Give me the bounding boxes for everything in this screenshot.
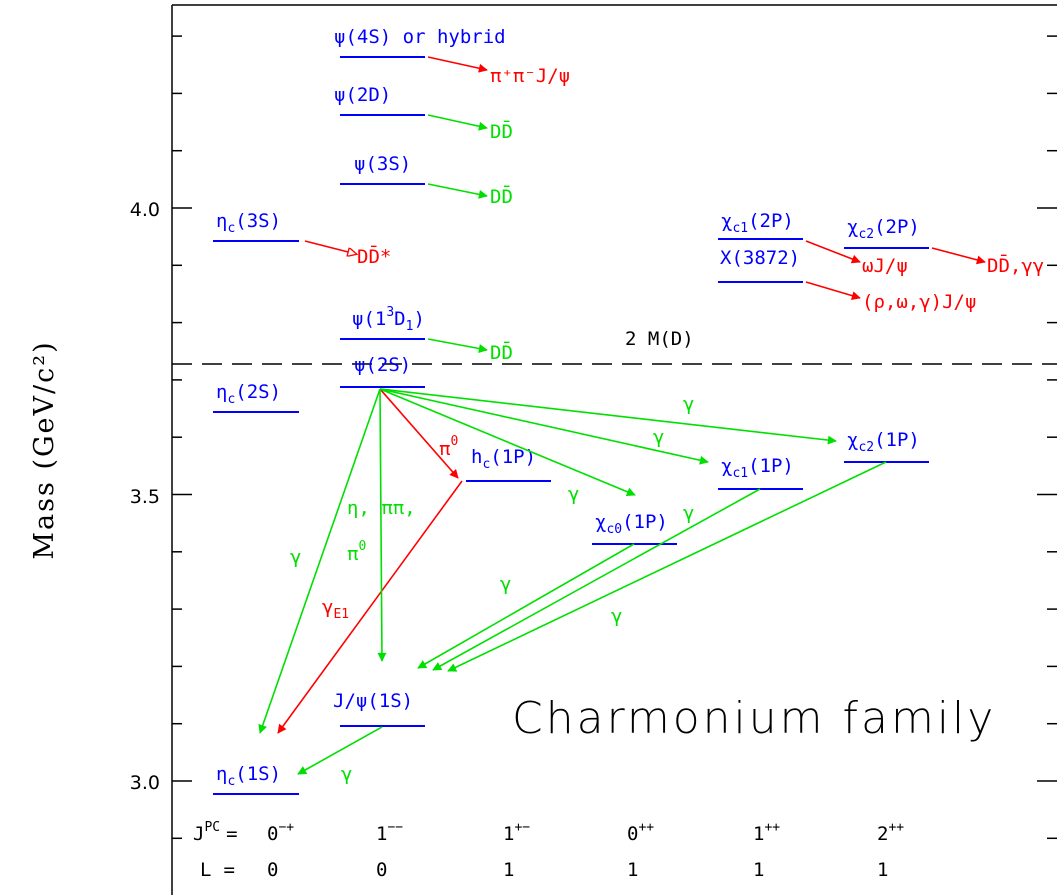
l-col-0: 0 [267, 859, 278, 881]
gamma-label-8: γ [341, 763, 352, 785]
state-label-chic2-2P: χc2(2P) [847, 216, 920, 242]
l-col-5: 1 [877, 859, 888, 881]
state-label-psi2D: ψ(2D) [334, 84, 391, 106]
decay-label-psi4S: π⁺π⁻J/ψ [490, 65, 570, 87]
transition-labels: γ η, ππ, π0 π0 γE1 γ γ γ γ γ γ γ [290, 393, 694, 785]
state-label-etac1S: ηc(1S) [216, 763, 281, 789]
arrow-psi2S-to-hc [379, 388, 459, 479]
state-label-chic2: χc2(1P) [847, 429, 920, 455]
decay-label-psi3S: DD̄ [490, 184, 513, 208]
threshold-label: 2 M(D) [625, 328, 694, 350]
decay-label-etac3S: DD̄* [357, 244, 391, 268]
l-col-3: 1 [627, 859, 638, 881]
state-label-hc: hc(1P) [471, 446, 536, 472]
y-axis-label: Mass (GeV/c²) [29, 340, 60, 559]
jpc-col-4: 1++ [753, 820, 780, 845]
diagram-title: Charmonium family [512, 693, 996, 744]
ytick-label-3.0: 3.0 [130, 772, 160, 794]
gammaE1-label: γE1 [322, 596, 349, 622]
jpc-row-label: JPC = [193, 820, 238, 845]
gamma-label-7: γ [611, 605, 622, 627]
arrow-x3872-omega [805, 240, 861, 264]
decay-label-psi2D: DD̄ [490, 119, 513, 143]
state-label-etac2S: ηc(2S) [216, 381, 281, 407]
arrow-psi2S-to-chic0 [379, 388, 636, 497]
arrow-chic2-to-jpsi [447, 461, 887, 672]
arrow-hc-to-etac1S [277, 480, 463, 734]
gamma-label-2: γ [568, 483, 579, 505]
jpc-col-2: 1+− [503, 820, 530, 845]
ytick-label-4.0: 4.0 [130, 199, 160, 221]
state-label-psi1D: ψ(13D1) [352, 305, 425, 334]
state-label-etac3S: ηc(3S) [216, 210, 281, 236]
gamma-label-5: γ [683, 502, 694, 524]
y-axis-ticks-left [172, 35, 192, 840]
arrow-jpsi-to-etac1S [297, 726, 383, 775]
jpc-col-1: 1−− [376, 820, 403, 845]
eta-pipi-label: η, ππ, [347, 497, 416, 519]
gamma-label-1: γ [290, 546, 301, 568]
arrow-psi2S-to-chic1 [379, 388, 709, 465]
jpc-col-3: 0++ [627, 820, 654, 845]
decay-label-x3872-omega: ωJ/ψ [862, 255, 908, 277]
arrow-chic1-to-jpsi [432, 488, 761, 671]
decay-labels: π⁺π⁻J/ψ DD̄ DD̄ DD̄ DD̄* ωJ/ψ (ρ,ω,γ)J/ψ… [357, 65, 1044, 364]
decay-arrows [304, 56, 986, 353]
energy-levels [213, 56, 929, 795]
state-label-chic0: χc0(1P) [595, 511, 668, 537]
l-row-label: L = [200, 859, 235, 881]
arrow-psi1D-decay [427, 338, 488, 353]
decay-label-psi1D: DD̄ [490, 340, 513, 364]
l-col-2: 1 [503, 859, 514, 881]
transition-arrows [258, 388, 887, 775]
quantum-number-rows: JPC = L = 0−+ 1−− 1+− 0++ 1++ 2++ 0 0 1 1 … [193, 820, 904, 881]
arrow-psi4S-decay [427, 56, 488, 73]
state-labels: ηc(1S) ηc(2S) ηc(3S) J/ψ(1S) ψ(2S) ψ(13D… [216, 26, 920, 789]
arrow-chic0-to-jpsi [417, 543, 635, 669]
jpc-col-5: 2++ [877, 820, 904, 845]
arrow-etac3S-decay [304, 240, 356, 254]
gamma-label-4: γ [683, 393, 694, 415]
gamma-label-6: γ [500, 573, 511, 595]
state-label-psi3S: ψ(3S) [354, 153, 411, 175]
state-label-chic1-2P: χc1(2P) [721, 210, 794, 236]
decay-label-x3872-rho: (ρ,ω,γ)J/ψ [862, 291, 976, 313]
state-label-x3872: X(3872) [720, 247, 800, 269]
pi0-green-label: π0 [347, 539, 366, 565]
arrow-chic2-2P-decay [931, 247, 986, 265]
gamma-label-3: γ [653, 426, 664, 448]
arrow-psi2D-decay [427, 114, 488, 131]
y-axis-ticks-right [1037, 35, 1057, 840]
ytick-label-3.5: 3.5 [130, 486, 160, 508]
l-col-1: 0 [376, 859, 387, 881]
state-label-psi4S: ψ(4S) or hybrid [334, 26, 506, 48]
pi0-red-label: π0 [439, 434, 458, 460]
l-col-4: 1 [753, 859, 764, 881]
state-label-jpsi: J/ψ(1S) [333, 690, 413, 712]
state-label-chic1: χc1(1P) [721, 455, 794, 481]
arrow-psi2S-to-etac1S [258, 388, 381, 734]
plot-frame [171, 4, 1057, 895]
arrow-psi2S-to-chic2 [379, 388, 837, 445]
arrow-x3872-rho [805, 281, 861, 301]
arrow-psi3S-decay [427, 183, 488, 199]
arrow-psi2S-to-jpsi [377, 388, 387, 662]
decay-label-chic2-2P: DD̄,γγ [987, 253, 1044, 277]
state-label-psi2S: ψ(2S) [354, 354, 411, 376]
jpc-col-0: 0−+ [267, 820, 294, 845]
